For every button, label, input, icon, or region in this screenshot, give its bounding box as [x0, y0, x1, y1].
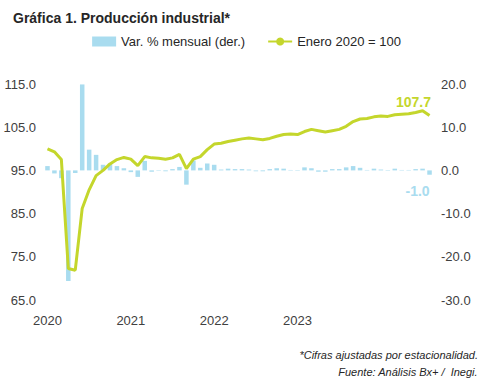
svg-text:65.0: 65.0	[11, 293, 36, 308]
svg-text:107.7: 107.7	[396, 94, 431, 110]
svg-text:115.0: 115.0	[4, 77, 36, 92]
svg-text:95.0: 95.0	[11, 163, 36, 178]
svg-text:105.0: 105.0	[3, 120, 36, 135]
svg-text:2022: 2022	[200, 313, 229, 328]
svg-text:0.0: 0.0	[441, 163, 459, 178]
svg-text:Fuente: Análisis Bx+ / Inegi.: Fuente: Análisis Bx+ / Inegi.	[338, 366, 477, 378]
svg-text:2021: 2021	[116, 313, 145, 328]
svg-text:Enero 2020 = 100: Enero 2020 = 100	[297, 34, 401, 49]
svg-text:20.0: 20.0	[441, 77, 466, 92]
svg-text:Var. % mensual (der.): Var. % mensual (der.)	[121, 34, 245, 49]
svg-text:2020: 2020	[33, 313, 62, 328]
svg-text:-30.0: -30.0	[441, 293, 471, 308]
svg-text:-1.0: -1.0	[405, 183, 429, 199]
svg-text:10.0: 10.0	[441, 120, 466, 135]
svg-text:Gráfica 1. Producción industri: Gráfica 1. Producción industrial*	[13, 10, 231, 26]
svg-text:*Cifras ajustadas por estacion: *Cifras ajustadas por estacionalidad.	[299, 349, 478, 361]
svg-text:-20.0: -20.0	[441, 249, 471, 264]
svg-text:75.0: 75.0	[11, 249, 36, 264]
svg-text:85.0: 85.0	[11, 206, 36, 221]
svg-text:2023: 2023	[283, 313, 312, 328]
svg-text:-10.0: -10.0	[441, 206, 471, 221]
